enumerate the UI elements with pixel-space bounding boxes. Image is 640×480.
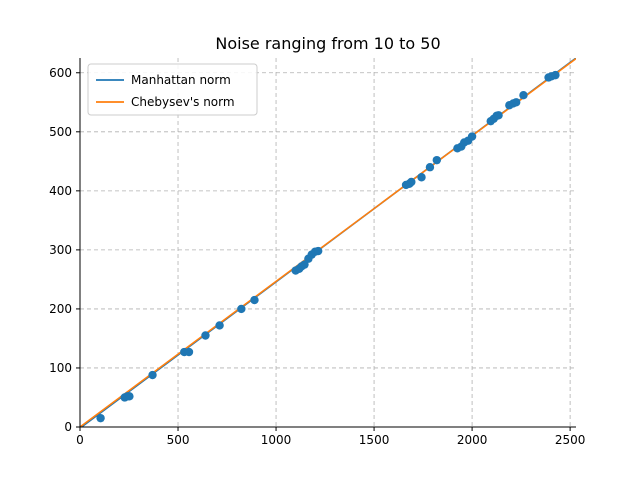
- data-point: [313, 246, 323, 256]
- legend-label: Manhattan norm: [131, 73, 231, 87]
- data-point: [467, 132, 477, 141]
- data-point: [300, 260, 309, 269]
- data-point: [512, 98, 521, 107]
- points-layer: [96, 70, 560, 423]
- legend-box: [87, 63, 258, 116]
- data-point: [494, 111, 503, 120]
- legend: Manhattan norm Chebysev's norm: [87, 63, 258, 116]
- chart-title: Noise ranging from 10 to 50: [215, 34, 440, 53]
- y-tick-label: 400: [49, 184, 72, 198]
- y-tick-label: 200: [49, 302, 72, 316]
- y-tick-label: 100: [49, 361, 72, 375]
- data-point: [250, 295, 259, 305]
- x-tick-label: 1500: [359, 433, 390, 447]
- data-point: [148, 370, 157, 380]
- y-tick-label: 600: [49, 66, 72, 80]
- data-point: [96, 413, 105, 423]
- data-point: [201, 331, 210, 340]
- y-tick-label: 500: [49, 125, 72, 139]
- data-point: [551, 70, 560, 80]
- legend-label: Chebysev's norm: [131, 95, 235, 109]
- data-point: [407, 177, 416, 187]
- data-point: [519, 90, 528, 100]
- data-point: [237, 304, 246, 314]
- data-point: [125, 392, 134, 401]
- x-tick-label: 1000: [261, 433, 292, 447]
- x-tick-label: 500: [167, 433, 190, 447]
- y-tick-label: 0: [64, 420, 72, 434]
- data-point: [215, 321, 224, 330]
- data-point: [425, 163, 435, 172]
- y-tick-label: 300: [49, 243, 72, 257]
- grid-layer: [80, 58, 576, 427]
- data-point: [432, 155, 442, 165]
- data-point: [417, 173, 426, 182]
- x-tick-label: 2500: [555, 433, 586, 447]
- x-tick-label: 2000: [457, 433, 488, 447]
- axes-layer: 0 500 1000 1500 2000 2500 0 100 200 300 400 500 600: [49, 58, 585, 447]
- x-tick-label: 0: [76, 433, 84, 447]
- data-point: [184, 347, 194, 357]
